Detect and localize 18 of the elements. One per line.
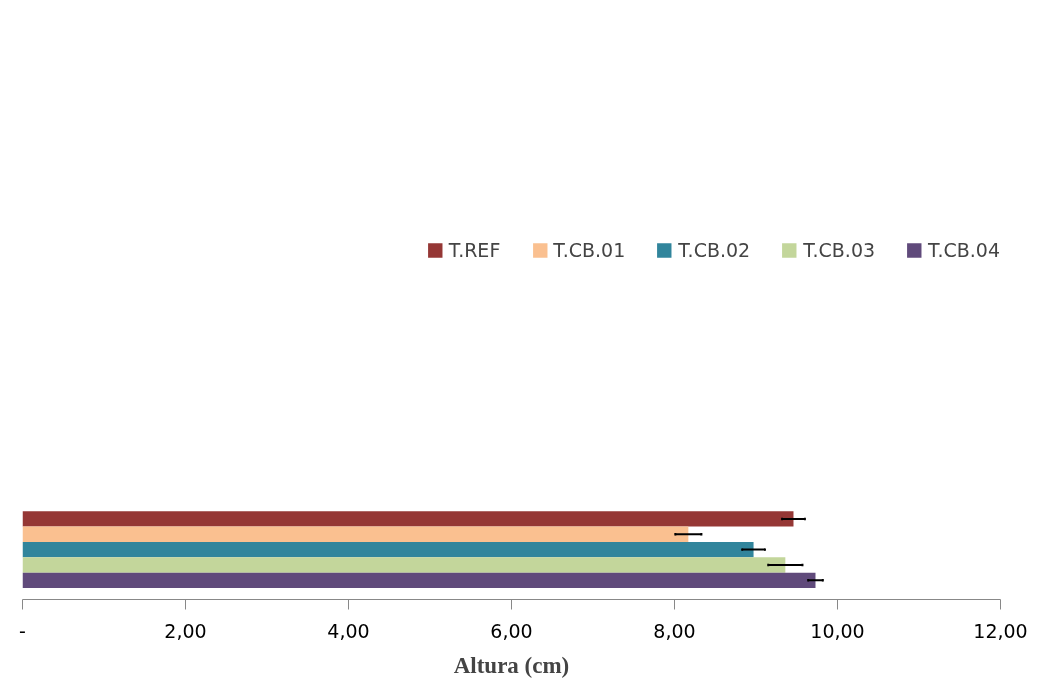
bar xyxy=(22,511,794,527)
bar xyxy=(22,541,754,558)
x-tick-label: 8,00 xyxy=(653,619,696,642)
x-tick-label: - xyxy=(19,619,26,642)
bar xyxy=(22,557,786,573)
x-tick-label: 4,00 xyxy=(327,619,370,642)
x-axis-title: Altura (cm) xyxy=(453,652,570,678)
x-tick-label: 6,00 xyxy=(490,619,533,642)
legend-label: T.CB.04 xyxy=(928,239,1000,261)
x-tick-label: 2,00 xyxy=(164,619,207,642)
legend-label: T.CB.01 xyxy=(553,239,626,261)
x-tick-label: 12,00 xyxy=(973,619,1028,642)
bar xyxy=(22,572,816,588)
legend-label: T.CB.03 xyxy=(803,239,876,261)
legend-label: T.REF xyxy=(448,239,501,261)
legend-label: T.CB.02 xyxy=(678,239,751,261)
x-tick-label: 10,00 xyxy=(810,619,865,642)
bar xyxy=(22,526,689,542)
